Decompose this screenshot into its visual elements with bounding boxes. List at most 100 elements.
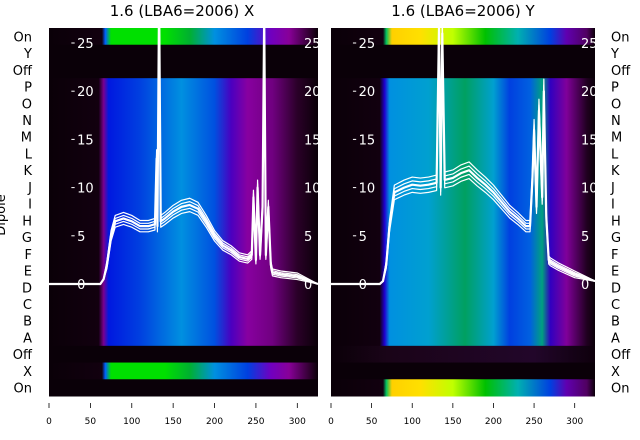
overlay-y-tick-label: 5 [359,230,367,245]
heatmap-row [49,145,318,163]
heatmap-row [331,195,595,213]
row-label: I [611,198,615,213]
heatmap-row [331,94,595,113]
heatmap-row [49,128,318,146]
x-tick-label: 150 [165,417,182,427]
row-label: P [611,81,619,96]
overlay-y-tick-label: 15 [359,133,376,148]
x-tick-label: 0 [46,417,52,427]
row-label: N [611,114,621,129]
heatmap-row [49,61,318,79]
overlay-y-tick-label: 25 [77,37,94,52]
heatmap-row [331,262,595,280]
heatmap-row [49,111,318,129]
heatmap-row [331,245,595,263]
row-label: J [610,181,615,196]
heatmap-row [49,295,318,313]
heatmap-row [49,195,318,213]
row-label: G [611,231,621,246]
row-label: K [611,164,620,179]
row-label: D [611,281,621,296]
row-label: J [27,181,32,196]
overlay-y-tick-label: 15 [77,133,94,148]
heatmap-row [331,329,595,347]
overlay-y-tick-label: 0 [359,278,367,293]
chart-title-right: 1.6 (LBA6=2006) Y [391,2,535,20]
overlay-y-tick-label-right: 5 [304,230,312,245]
row-label: L [611,147,619,162]
heatmap-row [331,278,595,297]
x-tick-label: 150 [444,417,461,427]
row-label: I [28,198,32,213]
x-tick-label: 50 [366,417,378,427]
heatmap-row [331,295,595,313]
x-tick-label: 250 [247,417,264,427]
x-tick-label: 100 [404,417,421,427]
row-label: E [611,265,619,280]
heatmap-row [49,379,318,397]
x-tick-label: 300 [289,417,306,427]
row-label: Off [13,64,33,79]
overlay-y-tick-label-right: 0 [304,278,312,293]
row-label: C [611,298,620,313]
overlay-y-tick-label-right: 20 [304,85,321,100]
row-label: F [611,248,618,263]
overlay-y-tick-label-right: 10 [581,182,598,197]
overlay-y-tick-label: 25 [359,37,376,52]
row-label: N [22,114,32,129]
heatmap-row [49,28,318,46]
heatmap-row [49,362,318,380]
heatmap-row [49,94,318,113]
heatmap-row [331,128,595,146]
row-label: F [25,248,32,263]
x-tick-label: 50 [85,417,97,427]
heatmap-row [331,212,595,230]
x-tick-label: 0 [328,417,334,427]
row-label: On [14,382,32,397]
row-label: B [23,315,32,330]
row-label: P [24,81,32,96]
row-label: On [14,30,32,45]
x-tick-label: 200 [485,417,502,427]
row-label: O [611,97,621,112]
overlay-y-tick-label: 0 [77,278,85,293]
row-label: K [23,164,32,179]
heatmap-row [331,145,595,163]
overlay-y-tick-label: 5 [77,230,85,245]
x-tick-label: 100 [123,417,140,427]
heatmap-row [331,111,595,129]
heatmap-row [49,245,318,263]
overlay-line [331,28,595,285]
row-label: M [611,131,622,146]
overlay-y-tick-label: 10 [77,182,94,197]
row-label: H [611,214,621,229]
heatmap-row [49,262,318,280]
row-label: L [25,147,33,162]
heatmap-row [49,228,318,246]
overlay-y-tick-label: 10 [359,182,376,197]
overlay-y-tick-label-right: 25 [581,37,598,52]
row-label: Y [610,47,619,62]
row-label: Off [13,348,33,363]
heatmap-row [331,345,595,364]
overlay-y-tick-label-right: 0 [581,278,589,293]
row-label: A [23,331,32,346]
overlay-series-spectrum [49,28,318,286]
x-tick-label: 200 [206,417,223,427]
heatmap-row [49,312,318,330]
overlay-y-tick-label: 20 [359,85,376,100]
heatmap-row [331,61,595,79]
overlay-line [49,28,318,285]
heatmap-row [49,44,318,62]
x-tick-label: 250 [525,417,542,427]
row-label: H [22,214,32,229]
row-label: On [611,30,629,45]
row-label: B [611,315,620,330]
row-label: Y [23,47,32,62]
overlay-y-tick-label-right: 15 [581,133,598,148]
row-label: A [611,331,620,346]
row-label: G [22,231,32,246]
